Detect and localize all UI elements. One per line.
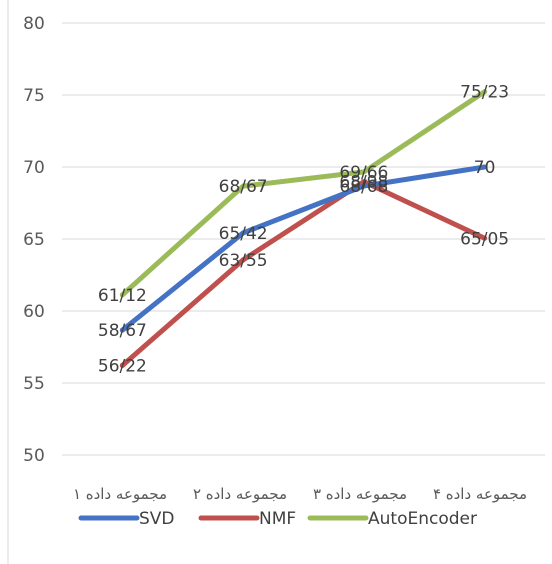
legend-label: NMF: [259, 509, 296, 529]
data-label: 75/23: [460, 83, 509, 103]
data-point: [119, 292, 125, 298]
y-tick-label: 70: [23, 158, 45, 178]
series-lines: [119, 89, 488, 368]
data-point: [240, 257, 246, 263]
series-line-svd: [119, 164, 488, 333]
data-point: [119, 362, 125, 368]
data-point: [361, 169, 367, 175]
y-axis: 50 55 60 65 70 75 80: [23, 14, 45, 466]
series-line-nmf: [119, 179, 488, 368]
series-line-autoencoder: [119, 89, 488, 298]
x-tick-label: مجموعه داده ۲: [193, 485, 287, 503]
y-tick-label: 50: [23, 446, 45, 466]
data-point: [240, 183, 246, 189]
legend-label: AutoEncoder: [368, 509, 477, 529]
data-label: 61/12: [98, 286, 147, 306]
x-tick-label: مجموعه داده ۳: [313, 485, 407, 503]
data-point: [361, 179, 367, 185]
data-label: 63/55: [219, 251, 268, 271]
legend-label: SVD: [139, 509, 175, 529]
data-point: [482, 235, 488, 241]
y-tick-label: 60: [23, 302, 45, 322]
data-label: 69/66: [339, 163, 388, 183]
legend: SVD NMF AutoEncoder: [78, 509, 477, 529]
data-label: 65/05: [460, 229, 509, 249]
data-label: 68/68: [339, 177, 388, 197]
data-label: 68/67: [219, 177, 268, 197]
data-label: 65/42: [219, 224, 268, 244]
data-labels: 58/67 65/42 68/68 70 56/22 63/55 68/98 65/05 61/…: [98, 83, 509, 377]
data-point: [119, 327, 125, 333]
data-point: [361, 183, 367, 189]
data-label: 68/98: [339, 173, 388, 193]
data-point: [482, 164, 488, 170]
data-point: [240, 230, 246, 236]
y-tick-label: 55: [23, 374, 45, 394]
x-tick-label: مجموعه داده ۱: [73, 485, 167, 503]
x-tick-label: مجموعه داده ۴: [433, 485, 527, 503]
data-label: 70: [474, 158, 496, 178]
data-label: 58/67: [98, 321, 147, 341]
y-tick-label: 80: [23, 14, 45, 34]
x-axis: مجموعه داده ۱ مجموعه داده ۲ مجموعه داده ۳ م…: [73, 485, 527, 503]
y-tick-label: 75: [23, 86, 45, 106]
data-point: [482, 89, 488, 95]
y-tick-label: 65: [23, 230, 45, 250]
data-label: 56/22: [98, 356, 147, 376]
